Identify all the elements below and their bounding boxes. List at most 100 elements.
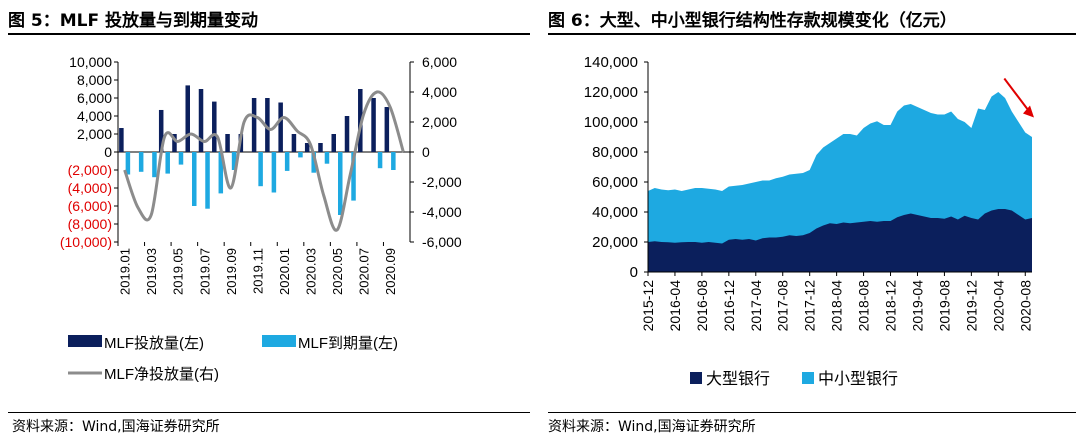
x-tick-label: 2019.09 <box>224 248 239 295</box>
x-tick-label: 2019-04 <box>909 280 925 332</box>
bar-mlf-injection <box>371 98 376 152</box>
legend-mlf-maturity-label: MLF到期量(左) <box>298 335 398 352</box>
bar-mlf-maturity <box>218 152 224 194</box>
right-panel: 图 6：大型、中小型银行结构性存款规模变化（亿元） 140,000 120,000… <box>540 0 1080 439</box>
left-y-tick-label: (6,000) <box>68 198 112 214</box>
bar-mlf-injection <box>185 85 190 152</box>
left-y-tick-label: 0 <box>104 144 112 160</box>
bar-mlf-maturity <box>377 152 383 169</box>
x-tick-label: 2016-04 <box>667 280 683 332</box>
bar-mlf-maturity <box>351 152 356 201</box>
left-title-rule <box>8 33 530 35</box>
x-tick-label: 2018-08 <box>856 280 872 332</box>
x-tick-label: 2018-12 <box>883 280 899 332</box>
x-tick-label: 2017-12 <box>802 280 818 332</box>
x-tick-label: 2019-12 <box>963 280 979 332</box>
x-tick-label: 2020.07 <box>357 248 372 295</box>
bar-mlf-injection <box>119 128 124 152</box>
bar-mlf-maturity <box>178 152 184 165</box>
y-tick-label: 140,000 <box>584 54 638 71</box>
bar-mlf-injection <box>384 107 390 152</box>
right-y-tick-label: 0 <box>422 144 430 160</box>
bar-mlf-maturity <box>391 152 396 170</box>
legend-small-medium-label: 中小型银行 <box>818 370 898 388</box>
bar-mlf-maturity <box>298 152 303 158</box>
left-y-tick-label: (4,000) <box>68 180 112 196</box>
bar-mlf-maturity <box>284 152 290 171</box>
legend-mlf-injection-swatch <box>68 335 102 347</box>
left-y-tick-label: 6,000 <box>77 90 112 106</box>
y-tick-label: 60,000 <box>592 174 638 191</box>
legend-mlf-injection-label: MLF投放量(左) <box>104 335 204 352</box>
bar-mlf-injection <box>198 89 204 152</box>
x-tick-label: 2020.05 <box>330 248 345 295</box>
left-chart: 10,000 8,000 6,000 4,000 2,000 0 (2,000) (4,000… <box>60 54 462 383</box>
left-y-tick-label: (10,000) <box>60 234 112 250</box>
bar-mlf-maturity <box>231 152 237 170</box>
right-source: 资料来源：Wind,国海证券研究所 <box>548 419 756 435</box>
x-tick-label: 2019.11 <box>250 248 265 294</box>
bar-mlf-maturity <box>311 152 316 173</box>
left-chart-title: 图 5：MLF 投放量与到期量变动 <box>8 11 259 31</box>
bar-mlf-maturity <box>138 152 144 172</box>
y-tick-label: 40,000 <box>592 204 638 221</box>
right-chart-title: 图 6：大型、中小型银行结构性存款规模变化（亿元） <box>548 11 957 31</box>
right-y-tick-label: 2,000 <box>422 114 457 130</box>
right-y-tick-label: -6,000 <box>422 234 462 250</box>
y-tick-label: 100,000 <box>584 114 638 131</box>
left-y-tick-label: 10,000 <box>69 54 112 70</box>
x-tick-label: 2020-04 <box>990 280 1006 332</box>
left-source: 资料来源：Wind,国海证券研究所 <box>12 419 220 435</box>
legend-mlf-maturity-swatch <box>262 335 296 347</box>
x-tick-label: 2019.05 <box>171 248 186 295</box>
right-y-tick-label: -4,000 <box>422 204 462 220</box>
bar-mlf-maturity <box>125 152 131 175</box>
bar-mlf-injection <box>318 143 323 152</box>
bar-mlf-injection <box>344 116 350 152</box>
bar-mlf-maturity <box>258 152 263 187</box>
x-tick-label: 2020.09 <box>383 248 398 295</box>
right-title-rule <box>548 33 1076 35</box>
x-tick-label: 2015-12 <box>640 280 656 332</box>
x-tick-label: 2020-08 <box>1017 280 1033 332</box>
legend-large-banks-swatch <box>690 372 702 384</box>
bar-mlf-injection <box>265 98 270 152</box>
x-tick-label: 2019.01 <box>118 248 133 295</box>
y-tick-label: 0 <box>630 264 638 281</box>
legend-mlf-net-label: MLF净投放量(右) <box>104 366 219 383</box>
left-y-tick-label: 2,000 <box>77 126 112 142</box>
x-tick-label: 2018-04 <box>829 280 845 332</box>
x-tick-label: 2019.07 <box>197 248 212 295</box>
area-large-banks <box>648 209 1032 272</box>
left-y-tick-label: 8,000 <box>77 72 112 88</box>
legend-small-medium-swatch <box>802 372 814 384</box>
x-tick-label: 2016-12 <box>721 280 737 332</box>
bar-mlf-maturity <box>324 152 330 164</box>
left-panel: 图 5：MLF 投放量与到期量变动 10,000 8,000 6,000 4,000 2… <box>0 0 535 439</box>
x-tick-label: 2020.01 <box>277 248 292 295</box>
x-tick-label: 2017-04 <box>748 280 764 332</box>
bar-mlf-injection <box>251 98 257 152</box>
x-tick-label: 2016-08 <box>694 280 710 332</box>
right-y-tick-label: -2,000 <box>422 174 462 190</box>
left-y-tick-label: (2,000) <box>68 162 112 178</box>
bar-mlf-maturity <box>271 152 277 193</box>
bar-mlf-injection <box>291 134 297 152</box>
bar-mlf-maturity <box>192 152 197 206</box>
line-mlf-net <box>123 90 405 232</box>
right-y-tick-label: 6,000 <box>422 54 457 70</box>
bar-mlf-injection <box>212 101 217 152</box>
bar-mlf-injection <box>358 89 363 152</box>
x-tick-label: 2020.03 <box>303 248 318 295</box>
left-y-tick-label: (8,000) <box>68 216 112 232</box>
y-tick-label: 20,000 <box>592 234 638 251</box>
bar-mlf-injection <box>331 134 336 152</box>
bar-mlf-injection <box>225 134 230 152</box>
y-tick-label: 120,000 <box>584 84 638 101</box>
right-source-rule <box>548 412 1076 413</box>
bar-mlf-injection <box>304 143 310 152</box>
red-arrow-head <box>1023 105 1034 118</box>
left-source-rule <box>8 412 530 413</box>
bar-mlf-injection <box>172 134 177 152</box>
x-tick-label: 2019.03 <box>144 248 159 295</box>
